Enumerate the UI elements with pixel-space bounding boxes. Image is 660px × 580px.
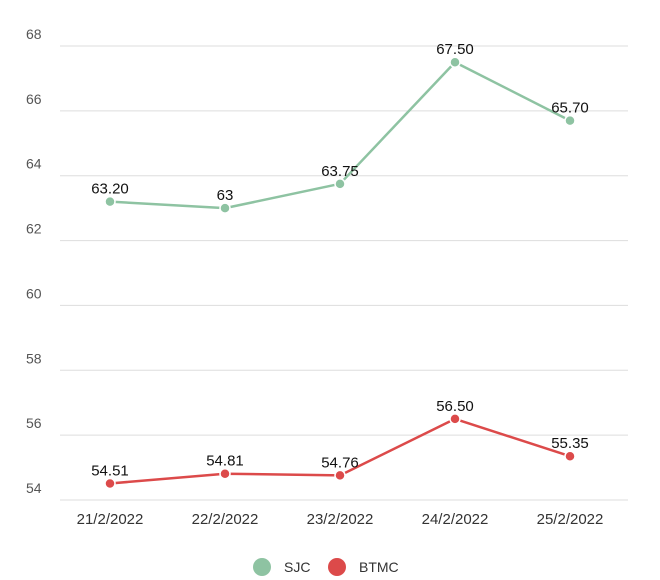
x-tick-label: 22/2/2022	[192, 511, 259, 528]
x-tick-label: 25/2/2022	[537, 511, 604, 528]
legend-marker-sjc[interactable]	[253, 558, 271, 576]
data-label-sjc: 63.75	[321, 163, 359, 180]
legend: SJC BTMC	[253, 558, 399, 576]
legend-marker-btmc[interactable]	[328, 558, 346, 576]
data-label-sjc: 67.50	[436, 41, 474, 58]
y-tick-label: 60	[26, 285, 42, 301]
y-tick-label: 54	[26, 480, 42, 496]
data-point-sjc[interactable]	[104, 195, 116, 208]
y-tick-label: 62	[26, 221, 42, 237]
data-label-sjc: 63	[217, 187, 234, 204]
legend-label-sjc[interactable]: SJC	[284, 559, 310, 575]
series-lines	[109, 60, 571, 485]
data-point-btmc[interactable]	[104, 477, 116, 490]
data-point-btmc[interactable]	[449, 413, 461, 425]
data-point-sjc[interactable]	[334, 178, 346, 190]
data-point-sjc[interactable]	[219, 202, 231, 214]
y-tick-label: 68	[26, 26, 42, 42]
x-tick-label: 21/2/2022	[77, 511, 144, 528]
data-label-sjc: 65.70	[551, 100, 589, 117]
data-label-btmc: 55.35	[551, 435, 589, 452]
data-label-sjc: 63.20	[91, 181, 129, 198]
data-point-sjc[interactable]	[449, 56, 461, 68]
series-points	[104, 56, 576, 490]
y-tick-label: 56	[26, 415, 42, 431]
x-tick-label: 24/2/2022	[422, 511, 489, 528]
data-point-sjc[interactable]	[564, 114, 576, 127]
data-point-btmc[interactable]	[219, 467, 231, 480]
data-label-btmc: 54.51	[91, 462, 129, 479]
data-point-btmc[interactable]	[564, 450, 576, 462]
x-axis: 21/2/2022 22/2/2022 23/2/2022 24/2/2022 25/2…	[77, 511, 604, 528]
legend-label-btmc[interactable]: BTMC	[359, 559, 399, 575]
data-labels: 63.20 63 63.75 67.50 65.70 54.51 54.81 54.76 56.…	[91, 41, 589, 479]
data-point-btmc[interactable]	[334, 469, 346, 482]
data-label-btmc: 56.50	[436, 398, 474, 415]
y-tick-label: 66	[26, 91, 42, 107]
data-label-btmc: 54.81	[206, 453, 244, 470]
x-tick-label: 23/2/2022	[307, 511, 374, 528]
y-tick-label: 64	[26, 156, 42, 172]
y-axis: 54 56 58 60 62 64 66 68	[26, 26, 42, 496]
data-label-btmc: 54.76	[321, 454, 359, 471]
gridlines	[60, 45, 628, 501]
y-tick-label: 58	[26, 350, 42, 366]
